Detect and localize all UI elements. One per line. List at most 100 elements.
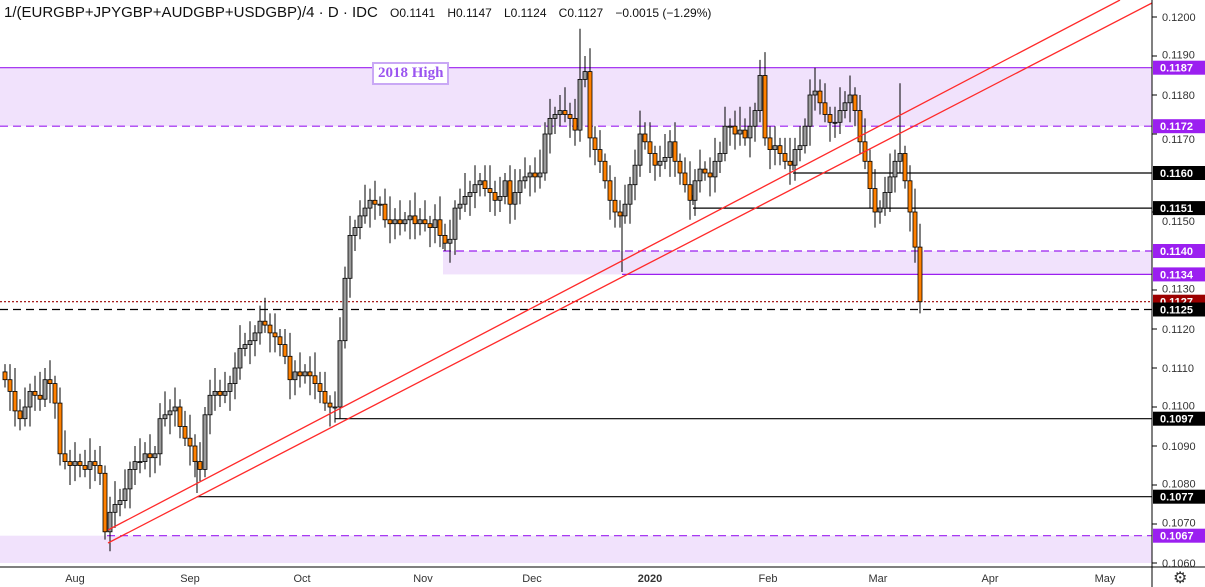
- trendline-lower: [107, 2, 1153, 544]
- candle-down: [572, 118, 578, 131]
- candle-down: [587, 71, 593, 139]
- candle-down: [817, 90, 823, 104]
- price-label-0.1151: 0.1151: [1160, 203, 1193, 215]
- open-value: O0.1141: [390, 6, 436, 20]
- y-tick-label: 0.1150: [1162, 216, 1195, 228]
- candle-down: [327, 402, 333, 408]
- change-value: −0.0015 (−1.29%): [615, 6, 712, 20]
- candle-up: [457, 203, 463, 209]
- candle-up: [847, 94, 853, 104]
- candle-up: [627, 184, 633, 205]
- candle-down: [917, 246, 923, 303]
- candle-up: [632, 164, 638, 186]
- candle-up: [252, 332, 258, 342]
- price-label-bg: [1153, 411, 1205, 426]
- candle-up: [807, 94, 813, 127]
- candle-down: [427, 223, 433, 228]
- candle-down: [317, 383, 323, 392]
- candle-up: [577, 79, 583, 131]
- candle-up: [832, 121, 838, 124]
- candle-down: [97, 465, 103, 474]
- candle-down: [277, 336, 283, 345]
- candle-up: [557, 110, 563, 115]
- candle-up: [212, 390, 218, 396]
- price-label-bg: [1153, 201, 1205, 216]
- support-zone: [443, 251, 1152, 275]
- candle-down: [487, 188, 493, 193]
- x-tick-label: Apr: [981, 573, 998, 585]
- x-tick-label: Aug: [65, 573, 85, 585]
- x-tick-label: Feb: [759, 573, 778, 585]
- price-label-bg: [1153, 60, 1205, 75]
- candle-up: [362, 207, 368, 217]
- candle-down: [382, 203, 388, 221]
- candle-down: [282, 344, 288, 357]
- candle-up: [802, 125, 808, 147]
- candle-up: [882, 192, 888, 209]
- candle-up: [512, 192, 518, 205]
- candle-up: [717, 153, 723, 162]
- candle-up: [302, 371, 308, 377]
- candle-up: [467, 192, 473, 197]
- candle-up: [497, 195, 503, 201]
- candle-up: [42, 379, 48, 400]
- price-label-bg: [1153, 489, 1205, 504]
- x-tick-label: Nov: [413, 573, 433, 585]
- candle-up: [407, 215, 413, 221]
- candle-down: [612, 199, 618, 213]
- candle-up: [712, 160, 718, 178]
- candle-down: [492, 192, 498, 201]
- candle-up: [697, 168, 703, 182]
- bottom-zone: [0, 535, 1152, 563]
- y-tick-label: 0.1070: [1162, 518, 1196, 530]
- candle-up: [142, 453, 148, 462]
- candle-down: [562, 110, 568, 115]
- low-value: L0.1124: [504, 6, 547, 20]
- close-value: C0.1127: [558, 6, 604, 20]
- candle-up: [132, 461, 138, 470]
- candle-down: [2, 371, 8, 381]
- y-tick-label: 0.1180: [1162, 90, 1195, 102]
- price-label-0.1134: 0.1134: [1160, 269, 1194, 281]
- candle-down: [77, 461, 83, 466]
- chart-header: 1/(EURGBP+JPYGBP+AUDGBP+USDGBP)/4 · D · …: [4, 4, 711, 21]
- trendline-upper: [107, 0, 1121, 531]
- settings-gear-icon[interactable]: ⚙: [1173, 570, 1188, 587]
- price-axis-bg: [1152, 0, 1205, 587]
- candle-down: [607, 180, 613, 201]
- price-label-0.1140: 0.1140: [1160, 246, 1193, 258]
- price-label-0.1067: 0.1067: [1160, 531, 1194, 543]
- candle-down: [907, 180, 913, 213]
- candle-down: [677, 160, 683, 174]
- candle-up: [772, 145, 778, 150]
- candle-down: [852, 94, 858, 111]
- candle-down: [672, 141, 678, 162]
- x-tick-label: Sep: [180, 573, 200, 585]
- candle-up: [447, 238, 453, 244]
- candle-down: [822, 102, 828, 115]
- candle-down: [67, 461, 73, 466]
- candle-up: [242, 344, 248, 349]
- candle-down: [902, 153, 908, 182]
- candle-up: [537, 172, 543, 178]
- candle-down: [147, 453, 153, 459]
- candle-up: [752, 110, 758, 127]
- price-label-bg: [1153, 302, 1205, 317]
- annotation-2018-high[interactable]: 2018 High: [372, 62, 450, 85]
- candle-down: [12, 390, 18, 412]
- candle-down: [297, 371, 303, 377]
- candle-down: [412, 215, 418, 225]
- candle-up: [117, 500, 123, 505]
- candle-down: [17, 410, 23, 420]
- candle-up: [127, 468, 133, 490]
- candle-down: [647, 141, 653, 154]
- candle-up: [257, 320, 263, 334]
- candle-down: [912, 211, 918, 248]
- candle-down: [92, 461, 98, 466]
- candle-up: [227, 383, 233, 392]
- x-tick-label: 2020: [638, 573, 662, 585]
- y-tick-label: 0.1170: [1162, 134, 1195, 146]
- candle-up: [737, 129, 743, 135]
